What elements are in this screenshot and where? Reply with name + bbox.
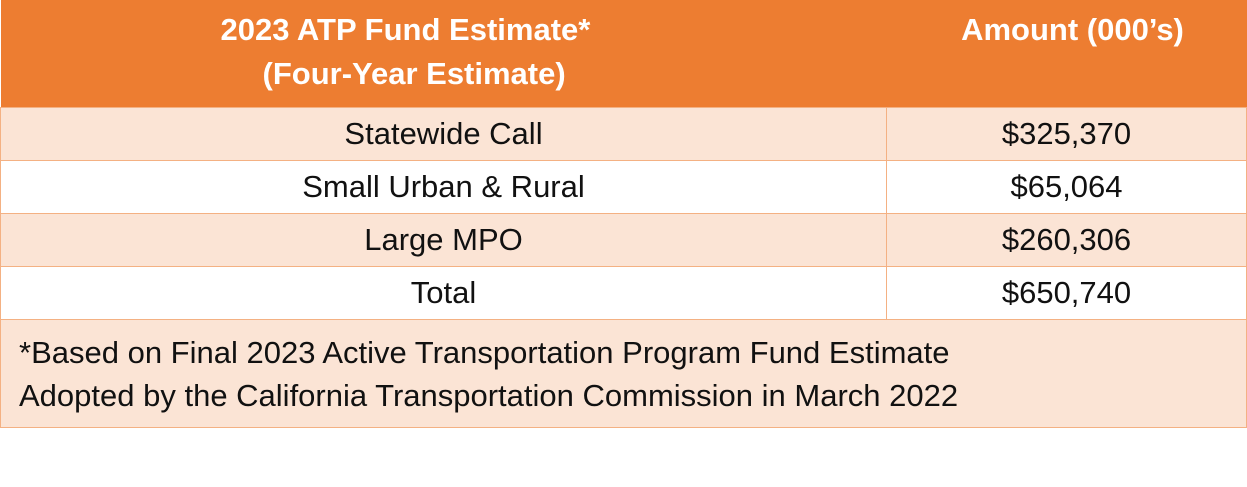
row-label: Small Urban & Rural xyxy=(0,159,887,214)
row-label: Total xyxy=(0,265,887,320)
footnote-line1: *Based on Final 2023 Active Transportati… xyxy=(19,335,950,370)
row-label: Large MPO xyxy=(0,212,887,267)
footnote-row: *Based on Final 2023 Active Transportati… xyxy=(0,319,1247,428)
footnote-line2: Adopted by the California Transportation… xyxy=(19,378,959,413)
row-amount: $260,306 xyxy=(886,212,1247,267)
row-label: Statewide Call xyxy=(0,106,887,161)
fund-estimate-table: 2023 ATP Fund Estimate* (Four-Year Estim… xyxy=(0,0,1247,428)
table-row: Large MPO $260,306 xyxy=(0,212,1247,267)
table-row: Small Urban & Rural $65,064 xyxy=(0,159,1247,214)
row-amount: $65,064 xyxy=(886,159,1247,214)
footnote: *Based on Final 2023 Active Transportati… xyxy=(0,319,1247,428)
header-fund-estimate: 2023 ATP Fund Estimate* (Four-Year Estim… xyxy=(0,0,887,107)
table-header-row: 2023 ATP Fund Estimate* (Four-Year Estim… xyxy=(0,0,1247,107)
row-amount: $650,740 xyxy=(886,265,1247,320)
header-fund-estimate-line2: (Four-Year Estimate) xyxy=(262,56,566,91)
header-amount: Amount (000’s) xyxy=(886,0,1247,107)
table-row-total: Total $650,740 xyxy=(0,265,1247,320)
row-amount: $325,370 xyxy=(886,106,1247,161)
header-fund-estimate-line1: 2023 ATP Fund Estimate* xyxy=(220,12,591,47)
table-row: Statewide Call $325,370 xyxy=(0,106,1247,161)
